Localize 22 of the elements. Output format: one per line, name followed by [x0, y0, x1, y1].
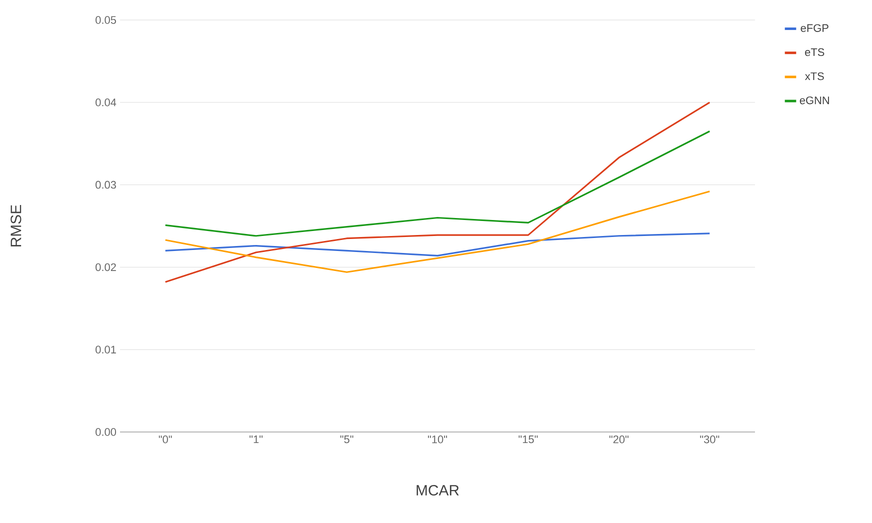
y-axis-title: RMSE	[10, 205, 22, 246]
legend-label: eTS	[805, 48, 824, 56]
legend-label: eFGP	[800, 24, 828, 32]
line-series	[164, 102, 710, 283]
legend-label: eGNN	[800, 96, 829, 104]
x-tick-label: "15"	[518, 436, 538, 444]
line-series	[164, 232, 710, 256]
y-tick-label: 0.03	[96, 180, 116, 189]
x-tick-label: "5"	[340, 436, 354, 444]
x-tick-label: "20"	[609, 436, 628, 444]
y-tick-label: 0.04	[96, 98, 116, 106]
line-series	[164, 130, 710, 237]
x-tick-label: "30"	[700, 436, 720, 444]
x-tick-label: "0"	[158, 436, 172, 444]
x-tick-label: "10"	[428, 436, 448, 444]
y-tick-label: 0.02	[96, 263, 116, 272]
y-tick-label: 0.01	[96, 346, 116, 354]
y-tick-label: 0.00	[96, 428, 116, 436]
legend-label: xTS	[805, 72, 824, 80]
x-axis-title: MCAR	[416, 484, 459, 496]
x-tick-label: "1"	[250, 436, 263, 444]
y-tick-label: 0.05	[96, 16, 116, 24]
